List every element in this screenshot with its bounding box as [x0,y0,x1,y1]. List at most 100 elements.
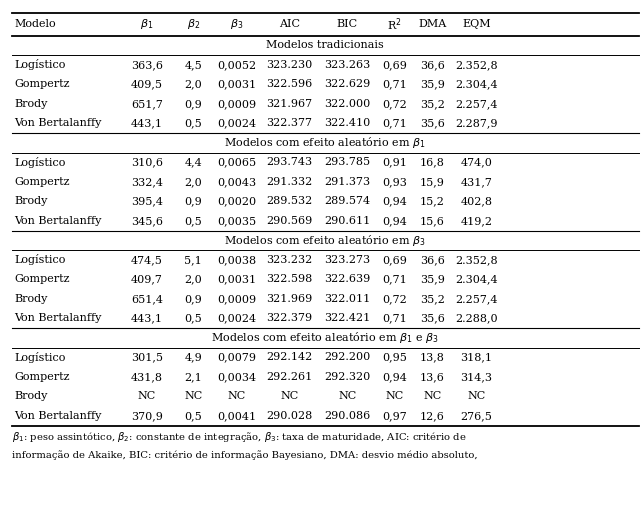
Text: 322.377: 322.377 [266,118,313,128]
Text: Von Bertalanffy: Von Bertalanffy [14,118,101,128]
Text: Logístico: Logístico [14,254,65,266]
Text: 0,97: 0,97 [383,411,407,421]
Text: 0,94: 0,94 [383,196,407,206]
Text: 35,9: 35,9 [420,80,445,89]
Text: 2.304,4: 2.304,4 [455,275,498,284]
Text: 2.288,0: 2.288,0 [455,313,498,323]
Text: 15,9: 15,9 [420,177,445,187]
Text: 292.261: 292.261 [266,372,313,382]
Text: Modelos com efeito aleatório em $\beta_1$ e $\beta_3$: Modelos com efeito aleatório em $\beta_1… [211,330,439,346]
Text: 290.086: 290.086 [324,411,370,421]
Text: 2.257,4: 2.257,4 [455,99,498,109]
Text: 0,0079: 0,0079 [218,352,257,363]
Text: Brody: Brody [14,99,48,109]
Text: 12,6: 12,6 [420,411,445,421]
Text: 322.639: 322.639 [324,275,370,284]
Text: 13,8: 13,8 [420,352,445,363]
Text: EQM: EQM [462,20,490,29]
Text: 0,0024: 0,0024 [218,118,257,128]
Text: Brody: Brody [14,294,48,304]
Text: 15,2: 15,2 [420,196,445,206]
Text: 419,2: 419,2 [460,216,492,226]
Text: 395,4: 395,4 [131,196,163,206]
Text: 292.142: 292.142 [266,352,313,363]
Text: 0,9: 0,9 [184,294,202,304]
Text: 318,1: 318,1 [460,352,492,363]
Text: 16,8: 16,8 [420,157,445,167]
Text: 314,3: 314,3 [460,372,492,382]
Text: 0,71: 0,71 [383,313,407,323]
Text: 0,5: 0,5 [184,216,202,226]
Text: 0,72: 0,72 [383,99,407,109]
Text: 431,7: 431,7 [460,177,492,187]
Text: 2.352,8: 2.352,8 [455,255,498,265]
Text: 15,6: 15,6 [420,216,445,226]
Text: NC: NC [138,391,156,401]
Text: 0,0031: 0,0031 [218,80,257,89]
Text: 310,6: 310,6 [131,157,163,167]
Text: Gompertz: Gompertz [14,177,69,187]
Text: 322.598: 322.598 [266,275,313,284]
Text: Modelos com efeito aleatório em $\beta_1$: Modelos com efeito aleatório em $\beta_1… [225,135,426,151]
Text: 0,95: 0,95 [383,352,407,363]
Text: 2,0: 2,0 [184,177,202,187]
Text: 0,0009: 0,0009 [218,99,257,109]
Text: Brody: Brody [14,391,48,401]
Text: 292.200: 292.200 [324,352,370,363]
Text: 0,5: 0,5 [184,118,202,128]
Text: 0,0038: 0,0038 [218,255,257,265]
Text: 0,71: 0,71 [383,275,407,284]
Text: AIC: AIC [279,20,300,29]
Text: 322.596: 322.596 [266,80,313,89]
Text: 0,0052: 0,0052 [218,60,257,70]
Text: 0,69: 0,69 [383,255,407,265]
Text: 4,5: 4,5 [184,60,202,70]
Text: DMA: DMA [419,20,447,29]
Text: 474,5: 474,5 [131,255,163,265]
Text: 0,0035: 0,0035 [218,216,257,226]
Text: 322.629: 322.629 [324,80,370,89]
Text: NC: NC [281,391,299,401]
Text: 0,5: 0,5 [184,411,202,421]
Text: R$^2$: R$^2$ [388,16,402,33]
Text: 0,0034: 0,0034 [218,372,257,382]
Text: 289.532: 289.532 [266,196,313,206]
Text: NC: NC [228,391,246,401]
Text: 292.320: 292.320 [324,372,370,382]
Text: 35,2: 35,2 [420,99,445,109]
Text: 443,1: 443,1 [131,118,163,128]
Text: 290.611: 290.611 [324,216,370,226]
Text: 0,94: 0,94 [383,372,407,382]
Text: 323.273: 323.273 [324,255,370,265]
Text: NC: NC [467,391,485,401]
Text: 322.011: 322.011 [324,294,370,304]
Text: 0,9: 0,9 [184,196,202,206]
Text: 651,4: 651,4 [131,294,163,304]
Text: 332,4: 332,4 [131,177,163,187]
Text: 322.000: 322.000 [324,99,370,109]
Text: 0,0041: 0,0041 [218,411,257,421]
Text: $\beta_1$: peso assintótico, $\beta_2$: constante de integração, $\beta_3$: taxa: $\beta_1$: peso assintótico, $\beta_2$: … [12,430,466,444]
Text: 291.332: 291.332 [266,177,313,187]
Text: 0,71: 0,71 [383,80,407,89]
Text: NC: NC [423,391,442,401]
Text: 2.257,4: 2.257,4 [455,294,498,304]
Text: 370,9: 370,9 [131,411,163,421]
Text: 2,0: 2,0 [184,80,202,89]
Text: 322.421: 322.421 [324,313,370,323]
Text: 651,7: 651,7 [131,99,163,109]
Text: 301,5: 301,5 [131,352,163,363]
Text: 409,5: 409,5 [131,80,163,89]
Text: 0,0009: 0,0009 [218,294,257,304]
Text: 321.969: 321.969 [266,294,313,304]
Text: 35,2: 35,2 [420,294,445,304]
Text: 290.028: 290.028 [266,411,313,421]
Text: 0,5: 0,5 [184,313,202,323]
Text: 276,5: 276,5 [460,411,492,421]
Text: Von Bertalanffy: Von Bertalanffy [14,313,101,323]
Text: 35,6: 35,6 [420,313,445,323]
Text: 35,9: 35,9 [420,275,445,284]
Text: 36,6: 36,6 [420,60,445,70]
Text: Gompertz: Gompertz [14,372,69,382]
Text: 2.304,4: 2.304,4 [455,80,498,89]
